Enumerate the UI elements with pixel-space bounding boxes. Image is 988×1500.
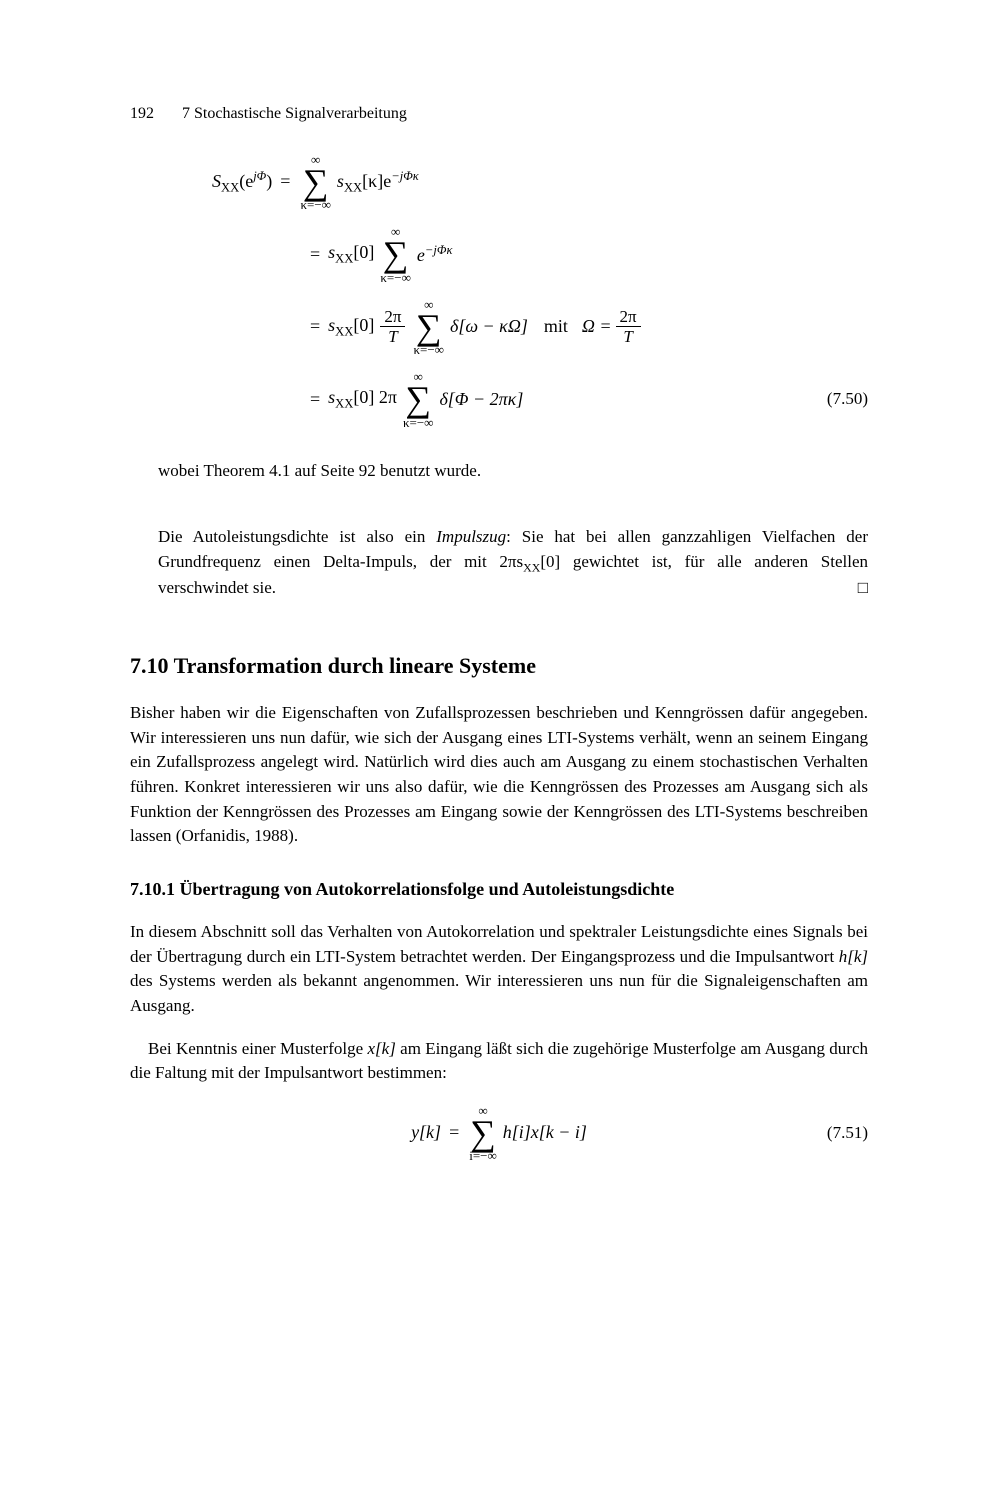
equation-number-7-50: (7.50): [827, 389, 868, 409]
para-subsection-1: In diesem Abschnitt soll das Verhalten v…: [130, 920, 868, 1019]
eq1-lhs-S: S: [212, 171, 221, 191]
section-heading-7-10: 7.10 Transformation durch lineare System…: [130, 653, 868, 679]
eq3-delta: δ[ω − κΩ]: [450, 316, 528, 338]
eq-line-1: SXX(ejΦ) = ∞ ∑ κ=−∞ sXX[κ]e−jΦκ: [210, 153, 868, 211]
eq-line-3: = sXX[0] 2π T ∞ ∑ κ=−∞ δ[ω − κΩ] mit Ω =…: [210, 298, 868, 356]
para-subsection-2: Bei Kenntnis einer Musterfolge x[k] am E…: [130, 1037, 868, 1086]
subsection-heading-7-10-1: 7.10.1 Übertragung von Autokorrelationsf…: [130, 877, 868, 902]
para5-a: Bei Kenntnis einer Musterfolge: [148, 1039, 367, 1058]
eq751-term: h[i]x[k − i]: [503, 1122, 587, 1144]
eq1-lhs-sup: jΦ: [253, 169, 266, 183]
para-impulszug: Die Autoleistungsdichte ist also ein Imp…: [158, 525, 868, 601]
sum-symbol-5: ∞ ∑ i=−∞: [469, 1104, 497, 1162]
eq3-mit: mit: [544, 316, 568, 338]
eq1-term-sup: −jΦκ: [391, 169, 419, 183]
equation-7-50: SXX(ejΦ) = ∞ ∑ κ=−∞ sXX[κ]e−jΦκ = sXX[0]…: [210, 153, 868, 429]
eq4-delta: δ[Φ − 2πκ]: [439, 389, 523, 411]
eq2-term: e: [417, 245, 425, 265]
eq1-lhs-arg: (e: [239, 171, 253, 191]
para-theorem-ref: wobei Theorem 4.1 auf Seite 92 benutzt w…: [158, 459, 868, 484]
eq4-pre-sub: XX: [335, 397, 353, 411]
sum-symbol-4: ∞ ∑ κ=−∞: [403, 370, 433, 428]
fraction-1: 2π T: [380, 308, 405, 345]
eq2-term-sup: −jΦκ: [425, 243, 453, 257]
eq1-term-s: s: [337, 171, 344, 191]
eq3-omega: Ω =: [582, 316, 612, 338]
eq1-lhs-sub: XX: [221, 180, 239, 194]
eq4-pre-arg: [0] 2π: [353, 387, 397, 407]
para4-hk: h[k]: [839, 947, 868, 966]
qed-box: □: [858, 576, 868, 601]
eq-7-51-line: y[k] = ∞ ∑ i=−∞ h[i]x[k − i] (7.51): [130, 1104, 868, 1162]
eq2-pre-arg: [0]: [353, 242, 374, 262]
equation-7-51: y[k] = ∞ ∑ i=−∞ h[i]x[k − i] (7.51): [130, 1104, 868, 1162]
para2-a: Die Autoleistungsdichte ist also ein: [158, 527, 436, 546]
page-container: 192 7 Stochastische Signalverarbeitung S…: [0, 0, 988, 1500]
eq3-pre-arg: [0]: [353, 315, 374, 335]
para4-b: des Systems werden als bekannt angenomme…: [130, 971, 868, 1015]
chapter-title: 7 Stochastische Signalverarbeitung: [182, 105, 407, 122]
equation-number-7-51: (7.51): [827, 1123, 868, 1143]
eq1-term-sub: XX: [344, 180, 362, 194]
fraction-2: 2π T: [616, 308, 641, 345]
eq-line-4: = sXX[0] 2π ∞ ∑ κ=−∞ δ[Φ − 2πκ] (7.50): [210, 370, 868, 428]
page-header: 192 7 Stochastische Signalverarbeitung: [130, 105, 868, 123]
eq2-pre-sub: XX: [335, 252, 353, 266]
page-number: 192: [130, 105, 178, 123]
sum-symbol-3: ∞ ∑ κ=−∞: [413, 298, 443, 356]
eq3-pre-sub: XX: [335, 324, 353, 338]
eq1-lhs-close: ): [266, 171, 272, 191]
eq-line-2: = sXX[0] ∞ ∑ κ=−∞ e−jΦκ: [210, 225, 868, 283]
eq751-lhs: y[k]: [411, 1122, 441, 1144]
para4-a: In diesem Abschnitt soll das Verhalten v…: [130, 922, 868, 966]
eq1-term-arg: [κ]e: [362, 171, 391, 191]
para2-ital: Impulszug: [436, 527, 506, 546]
sum-symbol-2: ∞ ∑ κ=−∞: [380, 225, 410, 283]
para5-xk: x[k]: [367, 1039, 395, 1058]
sum-symbol-1: ∞ ∑ κ=−∞: [300, 153, 330, 211]
para2-sub: XX: [523, 560, 540, 574]
para-section-intro: Bisher haben wir die Eigenschaften von Z…: [130, 701, 868, 849]
